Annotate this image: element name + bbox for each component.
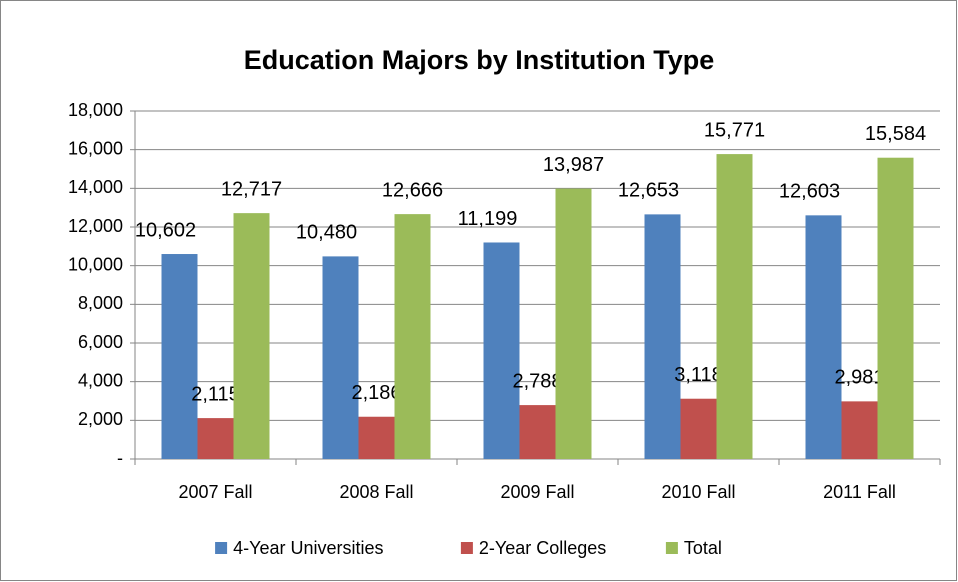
data-label: 13,987 [543, 154, 604, 176]
bar [555, 188, 592, 460]
legend-label: 2-Year Colleges [479, 538, 606, 558]
data-label: 15,771 [704, 119, 765, 141]
bar [841, 401, 878, 459]
data-label: 2,186 [351, 382, 401, 404]
y-tick-label: - [117, 448, 123, 468]
chart-title: Education Majors by Institution Type [244, 45, 715, 75]
bar [394, 214, 431, 459]
y-tick-label: 18,000 [68, 100, 123, 120]
y-tick-label: 4,000 [78, 370, 123, 390]
y-tick-label: 8,000 [78, 293, 123, 313]
data-label: 12,666 [382, 179, 443, 201]
legend-label: Total [684, 538, 722, 558]
data-label: 12,603 [779, 181, 840, 203]
y-tick-label: 10,000 [68, 254, 123, 274]
bar [716, 154, 753, 459]
bar [805, 215, 842, 459]
data-label: 3,118 [674, 364, 723, 386]
bar [358, 416, 395, 459]
data-label: 12,653 [618, 180, 679, 202]
bar [877, 157, 914, 459]
y-tick-label: 6,000 [78, 332, 123, 352]
x-tick-label: 2009 Fall [500, 482, 574, 502]
data-label: 2,981 [834, 367, 884, 389]
x-tick-label: 2007 Fall [178, 482, 252, 502]
x-tick-label: 2011 Fall [823, 482, 896, 502]
y-tick-label: 14,000 [68, 177, 123, 197]
bar [233, 213, 270, 459]
legend-swatch [460, 542, 473, 554]
bar [322, 256, 359, 459]
data-label: 2,115 [191, 383, 240, 405]
x-tick-label: 2008 Fall [339, 482, 413, 502]
y-tick-label: 16,000 [68, 138, 123, 158]
data-label: 11,199 [458, 208, 518, 230]
bar [483, 242, 520, 459]
legend-label: 4-Year Universities [233, 538, 383, 558]
data-label: 2,788 [512, 370, 562, 392]
legend-swatch [665, 542, 678, 554]
x-tick-label: 2010 Fall [661, 482, 735, 502]
bar [161, 254, 198, 459]
y-tick-label: 2,000 [78, 409, 123, 429]
bar [680, 398, 717, 459]
bar [644, 214, 681, 459]
bar [197, 418, 234, 459]
data-label: 15,584 [865, 123, 926, 145]
data-label: 10,602 [135, 219, 196, 241]
data-label: 10,480 [296, 222, 357, 244]
data-label: 12,717 [221, 178, 282, 200]
y-tick-label: 12,000 [68, 216, 123, 236]
bar [519, 405, 556, 459]
legend-swatch [215, 542, 228, 554]
